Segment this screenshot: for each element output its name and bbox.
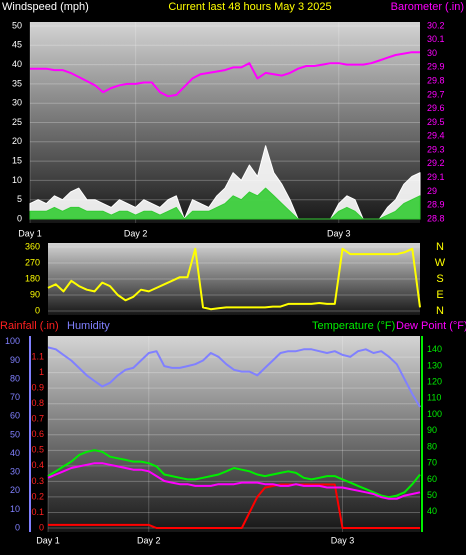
series-label: Barometer (.in) (391, 1, 464, 13)
y2-tick-label: 130 (427, 360, 442, 370)
y2-tick-label: 50 (427, 490, 437, 500)
series-line (47, 247, 421, 311)
y-tick-label: 0.5 (31, 445, 44, 455)
y-tick-label: 5 (17, 194, 22, 204)
series-area (29, 187, 421, 220)
y2-tick-label: 90 (427, 425, 437, 435)
y3-tick-label: 20 (10, 485, 20, 495)
y2-tick-label: 29.1 (427, 172, 445, 182)
y-tick-label: 40 (12, 59, 22, 69)
plot-area (48, 336, 420, 532)
y3-tick-label: 10 (10, 504, 20, 514)
series-label: Temperature (°F) (312, 320, 395, 332)
y3-tick-label: 50 (10, 429, 20, 439)
series-line (47, 346, 421, 408)
y2-tick-label: 30.1 (427, 34, 445, 44)
series-line (47, 449, 421, 499)
y2-tick-label: 29 (427, 186, 437, 196)
y-tick-label: 45 (12, 40, 22, 50)
y3-tick-label: 80 (10, 373, 20, 383)
y-tick-label: 90 (30, 289, 40, 299)
y2-tick-label: 29.6 (427, 103, 445, 113)
y-tick-label: 180 (25, 273, 40, 283)
chart-title: Current last 48 hours May 3 2025 (168, 1, 331, 13)
y-tick-label: 0 (17, 213, 22, 223)
y-tick-label: 0.4 (31, 460, 44, 470)
y2-tick-label: 80 (427, 441, 437, 451)
y2-tick-label: 29.3 (427, 144, 445, 154)
y3-tick-label: 30 (10, 467, 20, 477)
y-tick-label: 0.6 (31, 429, 44, 439)
y2-tick-label: W (435, 257, 446, 269)
y-tick-label: 0.8 (31, 398, 44, 408)
series-label: Windspeed (mph) (2, 1, 89, 13)
y2-tick-label: 30.2 (427, 20, 445, 30)
y2-tick-label: N (436, 305, 444, 317)
y2-tick-label: S (436, 273, 443, 285)
y2-tick-label: 29.9 (427, 62, 445, 72)
y2-tick-label: 140 (427, 344, 442, 354)
y2-tick-label: 29.5 (427, 117, 445, 127)
y2-tick-label: 110 (427, 393, 441, 403)
series-line (47, 462, 421, 500)
y3-tick-label: 100 (5, 336, 20, 346)
y2-tick-label: E (436, 289, 443, 301)
y3-tick-label: 90 (10, 355, 20, 365)
series-label: Humidity (67, 320, 110, 332)
y2-tick-label: 30 (427, 48, 437, 58)
y-tick-label: 0.1 (31, 507, 44, 517)
y2-tick-label: 70 (427, 458, 437, 468)
y-tick-label: 15 (12, 155, 22, 165)
y-tick-label: 25 (12, 117, 22, 127)
y-tick-label: 0.9 (31, 383, 44, 393)
y2-tick-label: 100 (427, 409, 442, 419)
series-label: Rainfall (.in) (0, 320, 59, 332)
x-tick-label: Day 2 (137, 535, 161, 545)
y2-tick-label: 120 (427, 377, 442, 387)
y-tick-label: 10 (12, 175, 22, 185)
y-tick-label: 0 (39, 522, 44, 532)
y2-tick-label: 28.9 (427, 200, 445, 210)
x-tick-label: Day 3 (327, 228, 351, 238)
y-tick-label: 360 (25, 241, 40, 251)
y-tick-label: 1 (39, 367, 44, 377)
series-line (30, 51, 420, 98)
y2-tick-label: 29.2 (427, 158, 445, 168)
y-tick-label: 270 (25, 257, 40, 267)
y3-tick-label: 60 (10, 411, 20, 421)
y-tick-label: 0 (35, 305, 40, 315)
y-tick-label: 0.7 (31, 414, 44, 424)
y3-tick-label: 70 (10, 392, 20, 402)
y2-tick-label: N (436, 241, 444, 253)
y2-tick-label: 60 (427, 474, 437, 484)
x-tick-label: Day 2 (124, 228, 148, 238)
y2-tick-label: 29.7 (427, 89, 445, 99)
y2-tick-label: 29.4 (427, 131, 445, 141)
series-label: Dew Point (°F) (396, 320, 466, 332)
y-tick-label: 1.1 (31, 351, 44, 361)
series-line (48, 483, 420, 529)
y3-tick-label: 40 (10, 448, 20, 458)
y-tick-label: 30 (12, 98, 22, 108)
y-tick-label: 0.2 (31, 491, 44, 501)
x-tick-label: Day 3 (331, 535, 355, 545)
x-tick-label: Day 1 (18, 228, 42, 238)
y2-tick-label: 40 (427, 506, 437, 516)
y-tick-label: 20 (12, 136, 22, 146)
y-tick-label: 50 (12, 20, 22, 30)
y2-tick-label: 28.8 (427, 213, 445, 223)
y-tick-label: 35 (12, 78, 22, 88)
y-tick-label: 0.3 (31, 476, 44, 486)
x-tick-label: Day 1 (36, 535, 60, 545)
y3-tick-label: 0 (15, 522, 20, 532)
y2-tick-label: 29.8 (427, 76, 445, 86)
